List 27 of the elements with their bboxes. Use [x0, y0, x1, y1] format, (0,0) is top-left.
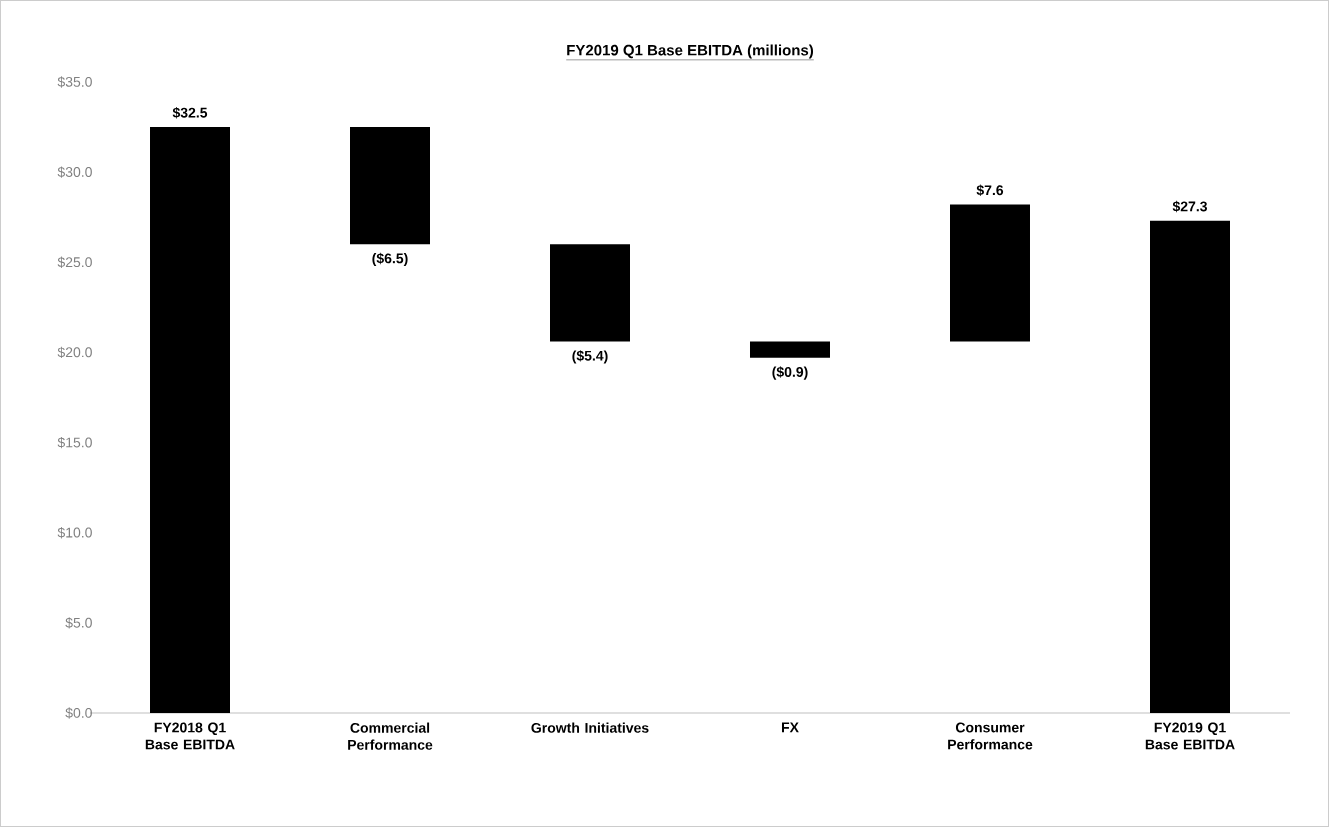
bar — [550, 244, 630, 342]
data-label: ($5.4) — [572, 350, 608, 364]
x-tick-label: FY2019 Q1 Base EBITDA — [1145, 722, 1235, 750]
bar — [150, 127, 230, 713]
x-tick-label: Growth Initiatives — [531, 722, 649, 733]
data-label: ($0.9) — [772, 366, 808, 380]
y-tick-label: $35.0 — [57, 76, 92, 88]
x-tick-label: FY2018 Q1 Base EBITDA — [145, 722, 235, 750]
y-tick-label: $30.0 — [57, 166, 92, 178]
data-label: ($6.5) — [372, 252, 408, 267]
bar — [350, 127, 430, 245]
data-label: $7.6 — [976, 184, 1004, 197]
bar — [950, 204, 1030, 342]
y-tick-label: $15.0 — [57, 436, 92, 449]
y-tick-label: $25.0 — [57, 256, 92, 268]
y-tick-label: $10.0 — [57, 527, 92, 539]
chart-title: FY2019 Q1 Base EBITDA (millions) — [567, 44, 814, 59]
x-tick-label: Commercial Performance — [348, 722, 433, 750]
bar — [1150, 220, 1230, 713]
x-tick-label: Consumer Performance — [948, 722, 1033, 750]
y-tick-label: $20.0 — [57, 346, 92, 359]
data-label: $32.5 — [172, 107, 208, 119]
x-tick-label: FX — [782, 722, 799, 733]
bar — [750, 341, 830, 358]
y-tick-label: $0.0 — [65, 707, 92, 719]
data-label: $27.3 — [1172, 200, 1207, 213]
y-tick-label: $5.0 — [65, 617, 92, 629]
